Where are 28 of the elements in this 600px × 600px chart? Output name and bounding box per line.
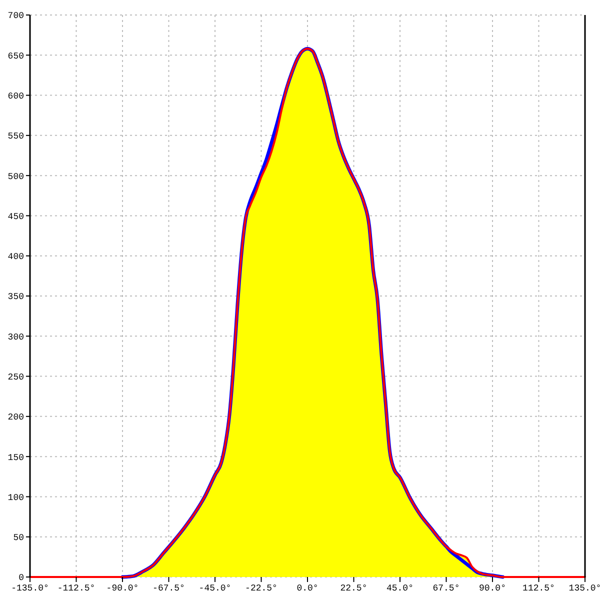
x-tick-label: 0.0° (296, 583, 318, 594)
x-tick-label: -112.5° (57, 583, 96, 594)
x-tick-label: 112.5° (522, 583, 555, 594)
y-tick-label: 500 (8, 172, 24, 182)
y-tick-label: 550 (8, 132, 24, 142)
x-tick-label: 90.0° (478, 583, 506, 594)
x-tick-label: 45.0° (386, 583, 414, 594)
y-tick-label: 350 (8, 292, 24, 302)
x-tick-label: 135.0° (568, 583, 600, 594)
y-tick-label: 200 (8, 412, 24, 423)
x-tick-label: -90.0° (106, 583, 139, 594)
y-tick-label: 300 (8, 332, 24, 342)
x-tick-label: -67.5° (152, 583, 185, 594)
y-tick-label: 100 (8, 492, 24, 503)
y-tick-label: 400 (8, 252, 24, 262)
y-tick-label: 600 (8, 91, 24, 102)
y-tick-label: 700 (8, 11, 24, 22)
x-tick-label: -45.0° (198, 583, 232, 594)
y-tick-label: 650 (8, 51, 24, 62)
y-tick-label: 150 (8, 452, 24, 463)
y-tick-label: 0 (18, 573, 24, 584)
x-tick-label: -22.5° (245, 583, 278, 594)
y-tick-label: 250 (8, 372, 24, 382)
x-tick-label: 22.5° (340, 583, 368, 594)
x-tick-label: 67.5° (432, 583, 460, 594)
y-tick-label: 450 (8, 212, 24, 222)
y-tick-label: 50 (13, 533, 24, 544)
x-tick-label: -135.0° (11, 583, 49, 594)
